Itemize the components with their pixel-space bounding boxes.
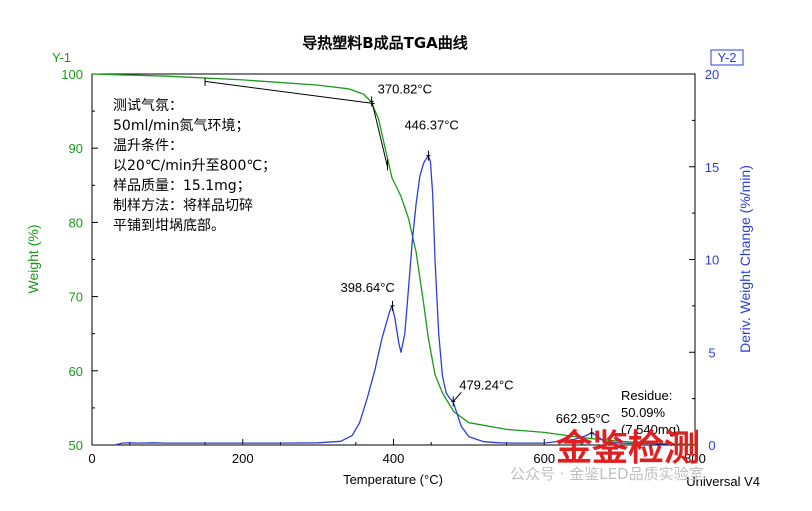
stamp-watermark: 金鉴检测 — [555, 427, 700, 469]
condition-line: 以20℃/min升至800℃； — [113, 158, 276, 174]
x-axis-ticks: 0 200 400 600 800 — [88, 439, 706, 466]
residue-line: 50.09% — [621, 405, 666, 420]
right-axis-label: Deriv. Weight Change (%/min) — [737, 165, 753, 353]
left-axis-ticks: 50 60 70 80 90 100 — [61, 67, 98, 453]
residue-line: Residue: — [621, 388, 672, 403]
condition-line: 50ml/min氮气环境； — [113, 118, 249, 134]
right-tick-label: 0 — [708, 438, 715, 453]
residue-readout: Residue: 50.09% (7.540mg) — [621, 388, 680, 437]
x-tick-label: 600 — [533, 451, 555, 466]
condition-line: 样品质量：15.1mg； — [113, 178, 251, 194]
onset-baseline-tangent — [204, 80, 375, 105]
annotation-layer: 370.82°C 446.37°C 398.64°C 479.24°C 662.95°C — [204, 77, 610, 438]
x-axis-label: Temperature (°C) — [343, 472, 443, 487]
x-tick-label: 0 — [88, 451, 95, 466]
right-tick-label: 20 — [705, 67, 719, 82]
residue-line: (7.540mg) — [621, 422, 680, 437]
peak-leader — [452, 392, 462, 402]
test-conditions: 测试气氛： 50ml/min氮气环境； 温升条件： 以20℃/min升至800℃； 样品… — [113, 98, 276, 234]
condition-line: 温升条件： — [113, 137, 183, 154]
series-layer — [91, 73, 696, 446]
right-tick-label: 10 — [705, 253, 719, 268]
left-tick-label: 60 — [69, 364, 83, 379]
derivative-curve — [114, 154, 673, 446]
left-tick-label: 80 — [69, 215, 83, 230]
peak-label: 398.64°C — [340, 280, 394, 295]
left-axis-tag: Y-1 — [52, 50, 71, 65]
peak-label: 479.24°C — [459, 377, 513, 392]
condition-line: 制样方法：将样品切碎 — [113, 198, 253, 214]
peak-label: 446.37°C — [404, 118, 458, 133]
left-tick-label: 100 — [61, 67, 83, 82]
condition-line: 平铺到坩埚底部。 — [113, 218, 225, 234]
chart-title: 导热塑料B成品TGA曲线 — [302, 34, 468, 52]
right-axis-ticks: 0 5 10 15 20 — [689, 67, 719, 453]
right-tick-label: 15 — [705, 160, 719, 175]
right-axis-tag-box: Y-2 — [710, 49, 744, 66]
x-tick-label: 800 — [684, 451, 706, 466]
software-label: Universal V4 — [686, 474, 760, 489]
weight-curve — [91, 73, 696, 445]
left-tick-label: 70 — [69, 290, 83, 305]
right-axis-tag: Y-2 — [717, 50, 736, 65]
left-tick-label: 50 — [69, 438, 83, 453]
condition-line: 测试气氛： — [113, 98, 183, 114]
x-tick-label: 400 — [383, 451, 405, 466]
left-tick-label: 90 — [69, 141, 83, 156]
onset-slope-tangent — [371, 99, 388, 167]
peak-label: 662.95°C — [556, 411, 610, 426]
peak-label: 370.82°C — [378, 81, 432, 96]
left-axis-label: Weight (%) — [25, 225, 41, 294]
x-tick-label: 200 — [232, 451, 254, 466]
wechat-watermark: 公众号 · 金鉴LED品质实验室 — [510, 465, 704, 483]
right-tick-label: 5 — [708, 345, 715, 360]
